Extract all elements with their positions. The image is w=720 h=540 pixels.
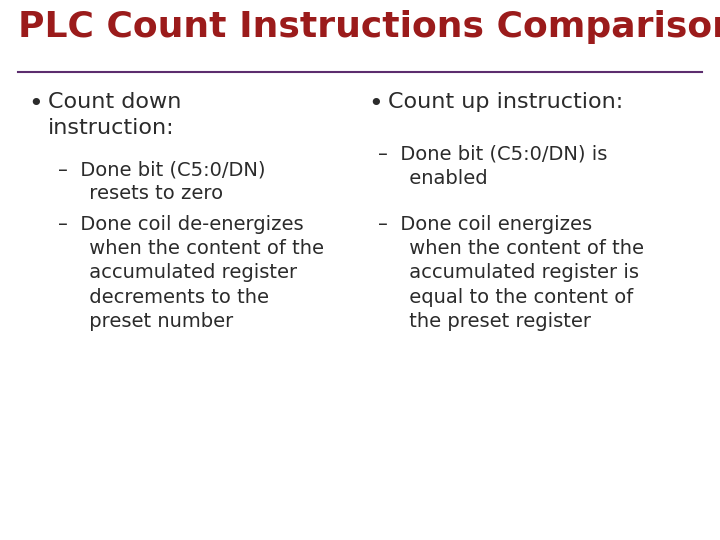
Text: –  Done coil de-energizes
     when the content of the
     accumulated register: – Done coil de-energizes when the conten… bbox=[58, 215, 324, 331]
Text: PLC Count Instructions Comparison: PLC Count Instructions Comparison bbox=[18, 10, 720, 44]
Text: •: • bbox=[28, 92, 42, 116]
Text: •: • bbox=[368, 92, 383, 116]
Text: –  Done bit (C5:0/DN) is
     enabled: – Done bit (C5:0/DN) is enabled bbox=[378, 145, 608, 188]
Text: Count up instruction:: Count up instruction: bbox=[388, 92, 624, 112]
Text: –  Done coil energizes
     when the content of the
     accumulated register is: – Done coil energizes when the content o… bbox=[378, 215, 644, 331]
Text: Count down
instruction:: Count down instruction: bbox=[48, 92, 181, 138]
Text: –  Done bit (C5:0/DN)
     resets to zero: – Done bit (C5:0/DN) resets to zero bbox=[58, 160, 266, 203]
Text: Copyright Goodheart-Willcox Co., Inc.  May not be posted to a publicly accessibl: Copyright Goodheart-Willcox Co., Inc. Ma… bbox=[140, 521, 580, 531]
